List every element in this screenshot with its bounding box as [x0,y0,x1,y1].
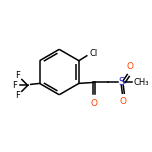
Text: S: S [118,77,124,87]
Text: O: O [90,99,97,108]
Text: CH₃: CH₃ [133,78,149,87]
Text: O: O [127,62,134,71]
Text: O: O [120,97,127,106]
Text: Cl: Cl [90,49,98,58]
Text: F: F [12,81,17,90]
Text: F: F [15,91,20,100]
Text: F: F [15,71,20,80]
